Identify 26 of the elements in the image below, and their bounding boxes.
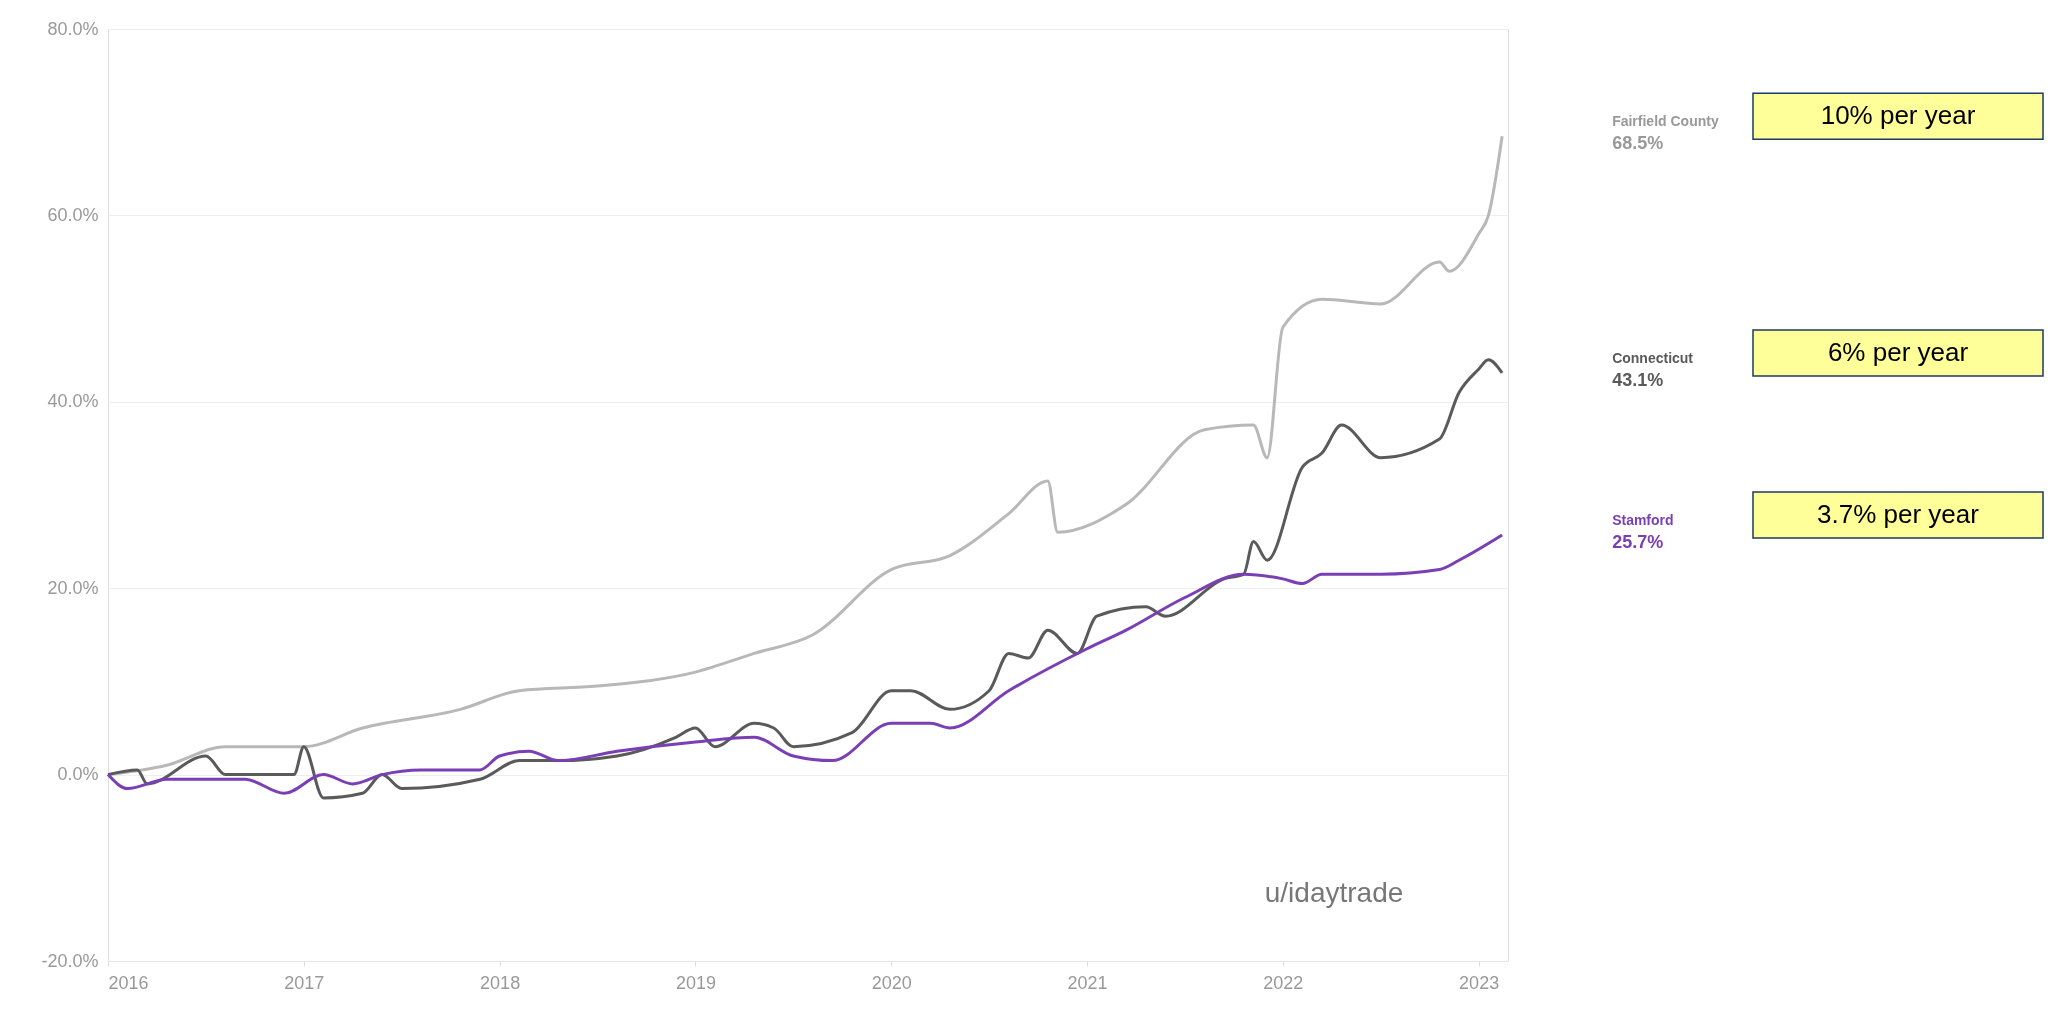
y-tick-label: 0.0% xyxy=(57,764,99,785)
x-tick-label: 2023 xyxy=(1459,972,1500,993)
line-series xyxy=(106,358,1504,800)
x-tick-label: 2021 xyxy=(1067,972,1108,993)
y-tick-label: 60.0% xyxy=(47,204,99,225)
x-tick-label: 2016 xyxy=(108,972,149,993)
y-tick-label: -20.0% xyxy=(41,950,99,971)
x-tick-label: 2018 xyxy=(480,972,521,993)
y-tick-label: 20.0% xyxy=(47,577,99,598)
text: Connecticut xyxy=(1612,349,1694,366)
x-tick-label: 2019 xyxy=(675,972,716,993)
text: Stamford xyxy=(1612,512,1674,529)
annotation: u/idaytrade xyxy=(1264,877,1404,908)
line-series xyxy=(106,533,1504,795)
text: 3.7% per year xyxy=(1817,499,1980,530)
text: 25.7% xyxy=(1612,532,1664,553)
y-tick-label: 80.0% xyxy=(47,18,99,39)
y-tick-label: 40.0% xyxy=(47,391,99,412)
x-tick-label: 2022 xyxy=(1263,972,1304,993)
text: 10% per year xyxy=(1820,100,1976,131)
text: Fairfield County xyxy=(1612,113,1719,130)
x-tick-label: 2020 xyxy=(871,972,912,993)
x-tick-label: 2017 xyxy=(284,972,325,993)
text: 43.1% xyxy=(1612,369,1664,390)
text: 6% per year xyxy=(1827,336,1969,367)
text: 68.5% xyxy=(1612,133,1664,154)
